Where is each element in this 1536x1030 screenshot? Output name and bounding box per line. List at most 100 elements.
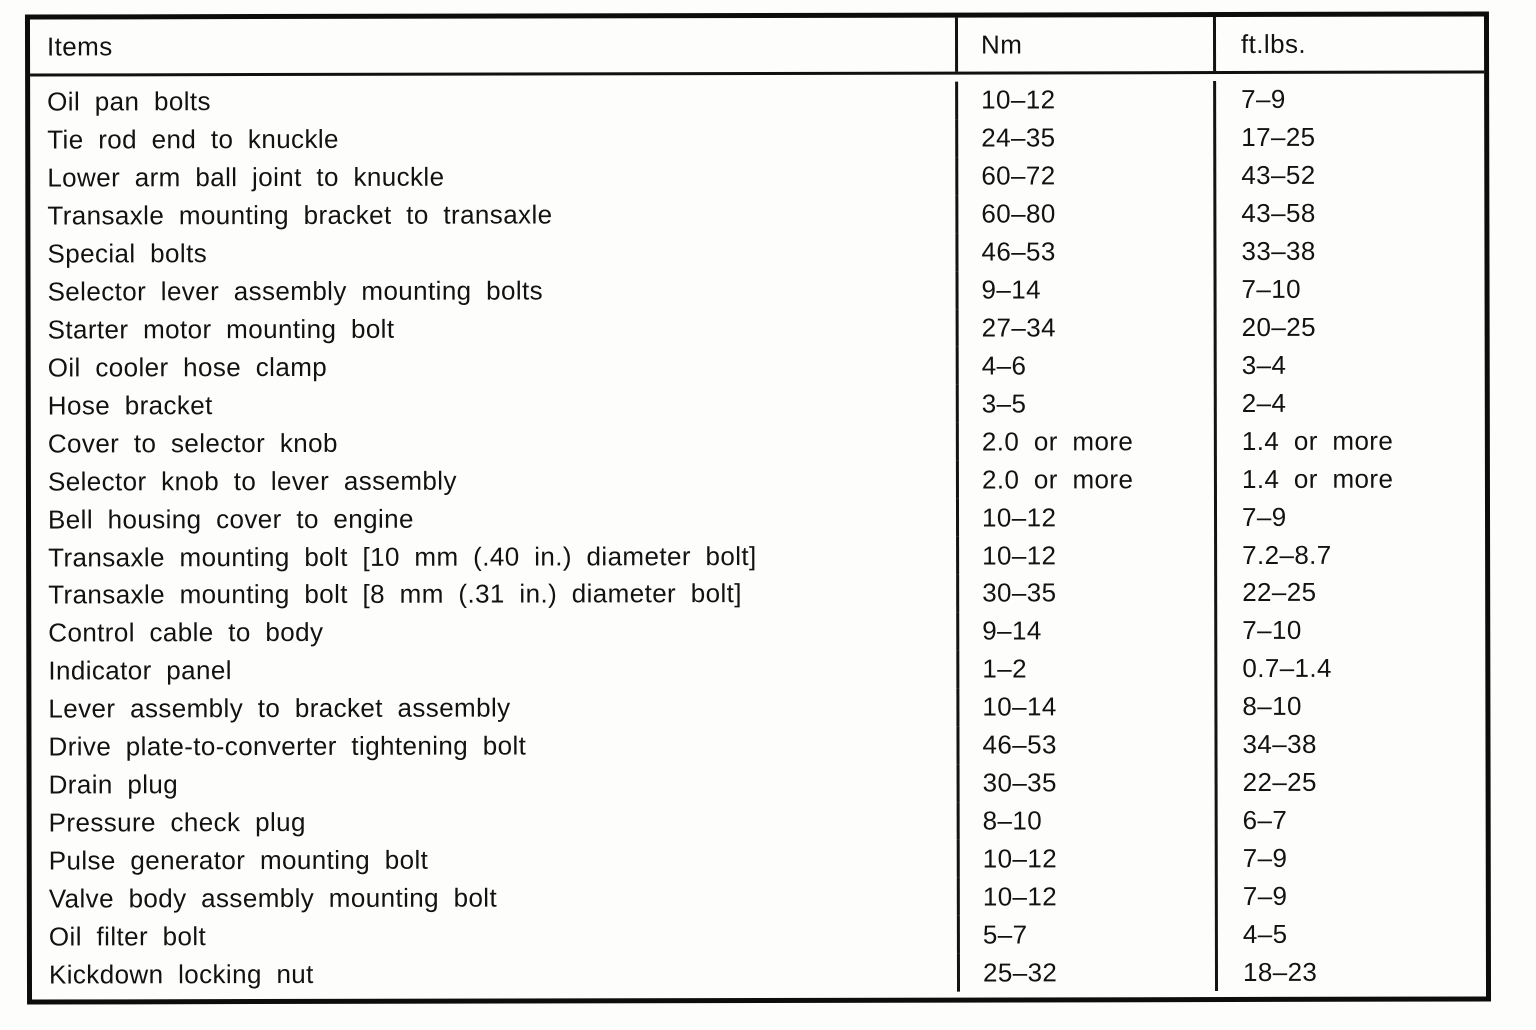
- item-cell: Pressure check plug: [48, 806, 306, 838]
- item-cell: Oil filter bolt: [48, 920, 207, 952]
- nm-cell: 30–35: [956, 763, 1215, 803]
- item-cell: Valve body assembly mounting bolt: [48, 882, 498, 914]
- ftlbs-cell: 2–4: [1213, 383, 1485, 423]
- ftlbs-cell: 7–9: [1213, 80, 1485, 119]
- table-row: Kickdown locking nut 25–32 18–23: [32, 952, 1487, 994]
- nm-cell: 24–35: [955, 118, 1214, 158]
- nm-cell: 2.0 or more: [955, 422, 1214, 461]
- item-cell: Drive plate-to-converter tightening bolt: [48, 730, 527, 762]
- item-cell: Selector lever assembly mounting bolts: [47, 275, 544, 307]
- item-cell: Hose bracket: [47, 389, 213, 421]
- ftlbs-cell: 1.4 or more: [1213, 459, 1485, 499]
- nm-cell: 46–53: [955, 232, 1214, 272]
- nm-cell: 10–12: [956, 536, 1215, 575]
- table-row: Oil pan bolts 10–12 7–9: [30, 80, 1485, 121]
- ftlbs-cell: 7–9: [1213, 497, 1486, 537]
- table-row: Starter motor mounting bolt 27–34 20–25: [31, 308, 1485, 349]
- item-cell: Special bolts: [47, 238, 208, 269]
- ftlbs-cell: 7–9: [1214, 876, 1486, 916]
- ftlbs-cell: 7–10: [1213, 270, 1485, 309]
- table-row: Cover to selector knob 2.0 or more 1.4 o…: [31, 421, 1485, 463]
- item-cell: Control cable to body: [48, 617, 324, 648]
- table-row: Transaxle mounting bolt [8 mm (.31 in.) …: [31, 573, 1486, 614]
- table-row: Selector lever assembly mounting bolts 9…: [31, 270, 1485, 311]
- ftlbs-cell: 22–25: [1214, 763, 1486, 802]
- table-body: Oil pan bolts 10–12 7–9 Tie rod end to k…: [30, 73, 1487, 999]
- ftlbs-cell: 43–58: [1213, 194, 1485, 233]
- table-row: Special bolts 46–53 33–38: [30, 232, 1485, 273]
- column-header-nm: Nm: [954, 17, 1214, 72]
- ftlbs-cell: 7–9: [1214, 838, 1486, 878]
- nm-cell: 27–34: [955, 308, 1214, 348]
- nm-cell: 60–80: [955, 194, 1214, 234]
- item-cell: Indicator panel: [48, 655, 232, 686]
- ftlbs-cell: 34–38: [1214, 725, 1486, 764]
- table-row: Control cable to body 9–14 7–10: [31, 611, 1486, 652]
- ftlbs-cell: 18–23: [1214, 952, 1487, 992]
- table-row: Tie rod end to knuckle 24–35 17–25: [30, 118, 1485, 159]
- ftlbs-cell: 20–25: [1213, 308, 1485, 347]
- table-row: Lower arm ball joint to knuckle 60–72 43…: [30, 156, 1485, 197]
- nm-cell: 10–12: [955, 498, 1215, 537]
- ftlbs-cell: 1.4 or more: [1213, 421, 1485, 461]
- nm-cell: 25–32: [956, 953, 1216, 992]
- nm-cell: 4–6: [955, 346, 1214, 385]
- table-row: Pressure check plug 8–10 6–7: [32, 800, 1486, 842]
- table-row: Oil filter bolt 5–7 4–5: [32, 914, 1486, 956]
- ftlbs-cell: 3–4: [1213, 345, 1485, 385]
- nm-cell: 2.0 or more: [955, 460, 1214, 499]
- item-cell: Transaxle mounting bolt [8 mm (.31 in.) …: [48, 578, 742, 610]
- table-row: Transaxle mounting bracket to transaxle …: [30, 194, 1485, 235]
- item-cell: Transaxle mounting bolt [10 mm (.40 in.)…: [48, 540, 757, 573]
- table-row: Pulse generator mounting bolt 10–12 7–9: [32, 838, 1486, 880]
- table-row: Oil cooler hose clamp 4–6 3–4: [31, 345, 1485, 387]
- column-header-ftlbs: ft.lbs.: [1212, 16, 1485, 72]
- ftlbs-cell: 8–10: [1214, 687, 1486, 726]
- table-row: Valve body assembly mounting bolt 10–12 …: [32, 876, 1486, 918]
- item-cell: Selector knob to lever assembly: [47, 465, 457, 497]
- ftlbs-cell: 33–38: [1213, 232, 1485, 271]
- item-cell: Drain plug: [48, 769, 179, 800]
- item-cell: Cover to selector knob: [47, 427, 338, 459]
- nm-cell: 3–5: [955, 384, 1214, 423]
- item-cell: Lever assembly to bracket assembly: [48, 692, 511, 724]
- table-row: Drive plate-to-converter tightening bolt…: [31, 725, 1486, 766]
- nm-cell: 60–72: [955, 156, 1214, 196]
- item-cell: Starter motor mounting bolt: [47, 313, 395, 345]
- ftlbs-cell: 0.7–1.4: [1214, 649, 1486, 688]
- item-cell: Kickdown locking nut: [48, 958, 314, 990]
- table-row: Drain plug 30–35 22–25: [32, 763, 1486, 804]
- nm-cell: 10–12: [956, 839, 1215, 878]
- torque-spec-table: Items Nm ft.lbs. Oil pan bolts 10–12 7–9…: [24, 11, 1492, 1005]
- item-cell: Pulse generator mounting bolt: [48, 844, 429, 876]
- item-cell: Lower arm ball joint to knuckle: [47, 161, 445, 193]
- nm-cell: 10–12: [955, 81, 1214, 120]
- nm-cell: 10–12: [956, 877, 1215, 916]
- nm-cell: 9–14: [956, 611, 1215, 651]
- ftlbs-cell: 6–7: [1214, 800, 1486, 840]
- nm-cell: 9–14: [955, 270, 1214, 310]
- table-row: Transaxle mounting bolt [10 mm (.40 in.)…: [31, 535, 1486, 577]
- ftlbs-cell: 7–10: [1214, 611, 1486, 650]
- nm-cell: 1–2: [956, 649, 1215, 689]
- item-cell: Transaxle mounting bracket to transaxle: [47, 199, 553, 231]
- item-cell: Oil cooler hose clamp: [47, 351, 328, 383]
- ftlbs-cell: 22–25: [1214, 573, 1486, 612]
- ftlbs-cell: 43–52: [1213, 156, 1485, 195]
- item-cell: Oil pan bolts: [47, 86, 211, 117]
- item-cell: Bell housing cover to engine: [47, 503, 414, 535]
- column-header-items: Items: [46, 30, 113, 61]
- ftlbs-cell: 4–5: [1214, 914, 1486, 954]
- nm-cell: 46–53: [956, 725, 1215, 765]
- table-row: Hose bracket 3–5 2–4: [31, 383, 1485, 425]
- nm-cell: 30–35: [956, 574, 1215, 613]
- ftlbs-cell: 7.2–8.7: [1214, 535, 1486, 575]
- table-row: Selector knob to lever assembly 2.0 or m…: [31, 459, 1485, 501]
- nm-cell: 8–10: [956, 801, 1215, 841]
- table-row: Indicator panel 1–2 0.7–1.4: [31, 649, 1486, 690]
- nm-cell: 5–7: [956, 915, 1215, 954]
- table-header: Items Nm ft.lbs.: [29, 16, 1485, 77]
- ftlbs-cell: 17–25: [1213, 118, 1485, 157]
- item-cell: Tie rod end to knuckle: [47, 124, 339, 155]
- table-row: Bell housing cover to engine 10–12 7–9: [31, 497, 1486, 539]
